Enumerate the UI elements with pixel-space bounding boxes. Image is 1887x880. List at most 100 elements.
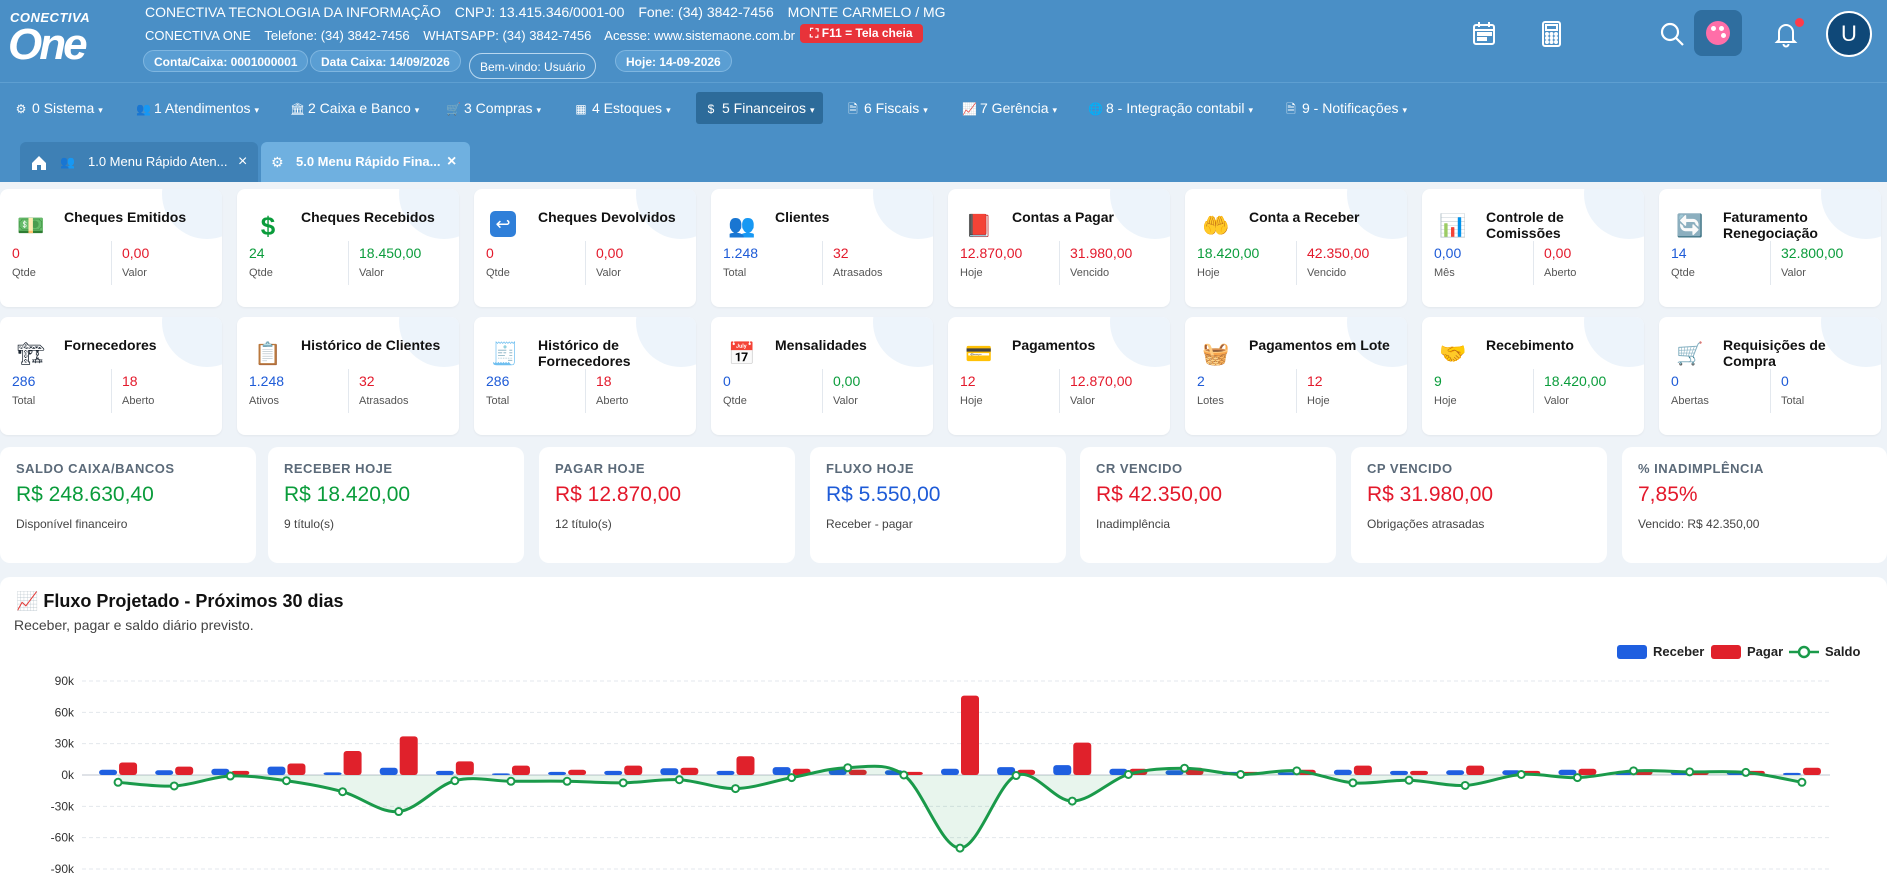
cash-icon: 💵 (17, 213, 45, 238)
company-logo[interactable]: CONECTIVA One (8, 6, 108, 69)
card-divider (111, 369, 112, 413)
card-cheques-emitidos[interactable]: 💵 Cheques Emitidos 0 0,00 Qtde Valor (0, 189, 222, 307)
top-header: CONECTIVA One CONECTIVA TECNOLOGIA DA IN… (0, 0, 1887, 82)
menu-fiscais[interactable]: 🗎 6 Fiscais ▾ (838, 92, 936, 124)
card-faturamento-renegociacao[interactable]: 🔄 Faturamento Renegociação 14 32.800,00 Qtde… (1659, 189, 1881, 307)
menu-gerencia[interactable]: 📈 7 Gerência ▾ (954, 92, 1065, 124)
menu-caixa-banco[interactable]: 🏛 2 Caixa e Banco ▾ (282, 92, 427, 124)
users-icon: 👥 (728, 213, 756, 238)
card-label-secondary: Valor (1544, 395, 1569, 407)
dollar-icon: $ (260, 211, 276, 241)
fullscreen-button[interactable]: ⛶ F11 = Tela cheia (800, 24, 923, 43)
bar-pagar (1802, 767, 1821, 775)
kpi-subtitle: Vencido: R$ 42.350,00 (1638, 517, 1760, 531)
bar-receber (267, 766, 286, 775)
kpi-value: R$ 18.420,00 (284, 483, 411, 506)
bar-pagar (961, 695, 979, 775)
card-label-secondary: Vencido (1070, 267, 1110, 279)
card-pagamentos[interactable]: 💳 Pagamentos 12 12.870,00 Hoje Valor (948, 317, 1170, 435)
cart-icon: 🛒 (1676, 341, 1704, 366)
kpi-title: RECEBER HOJE (284, 461, 393, 474)
menu-estoques[interactable]: ▦ 4 Estoques ▾ (566, 92, 679, 124)
tab-strip: 👥 1.0 Menu Rápido Aten... × ⚙ 5.0 Menu R… (0, 132, 1887, 182)
card-recebimento[interactable]: 🤝 Recebimento 9 18.420,00 Hoje Valor (1422, 317, 1644, 435)
card-title: Contas a Pagar (1012, 209, 1114, 225)
card-controle-de-comissoes[interactable]: 📊 Controle de Comissões 0,00 0,00 Mês Aberto (1422, 189, 1644, 307)
users-icon: 👥 (60, 155, 75, 169)
saldo-point (394, 807, 404, 817)
bar-receber (548, 771, 567, 775)
gear-icon: ⚙ (15, 102, 27, 116)
card-conta-a-receber[interactable]: 🤲 Conta a Receber 18.420,00 42.350,00 Hoje Ve… (1185, 189, 1407, 307)
y-tick-label: -90k (51, 862, 75, 876)
menu-sistema[interactable]: ⚙ 0 Sistema ▾ (6, 92, 111, 124)
saldo-point (1404, 775, 1414, 785)
card-mensalidades[interactable]: 📅 Mensalidades 0 0,00 Qtde Valor (711, 317, 933, 435)
bar-pagar (848, 769, 867, 775)
bar-pagar (1578, 768, 1597, 775)
saldo-point (730, 784, 740, 794)
card-title: Pagamentos (1012, 337, 1096, 353)
gear-icon: ⚙ (271, 154, 284, 170)
menu-label: 4 Estoques (592, 100, 663, 116)
tab-menu-atendimentos[interactable]: 👥 1.0 Menu Rápido Aten... × (20, 142, 258, 182)
calculator-icon[interactable] (1535, 18, 1567, 50)
data-caixa-badge: Data Caixa: 14/09/2026 (310, 50, 461, 72)
logo-top-text: CONECTIVA (10, 10, 91, 25)
card-title: Controle de Comissões (1486, 209, 1564, 241)
contact-site[interactable]: Acesse: www.sistemaone.com.br (604, 28, 796, 43)
bell-icon[interactable] (1770, 18, 1802, 50)
card-value-secondary: 0 (1781, 373, 1789, 389)
saldo-point (338, 787, 348, 797)
card-label-secondary: Aberto (1544, 267, 1577, 279)
legend-label: Receber (1653, 644, 1705, 659)
bar-receber (99, 769, 118, 775)
theme-palette-button[interactable] (1694, 10, 1742, 56)
chevron-down-icon: ▾ (1248, 105, 1254, 115)
card-cheques-recebidos[interactable]: $ Cheques Recebidos 24 18.450,00 Qtde Valor (237, 189, 459, 307)
card-contas-a-pagar[interactable]: 📕 Contas a Pagar 12.870,00 31.980,00 Hoje Ven… (948, 189, 1170, 307)
menu-atendimentos[interactable]: 👥 1 Atendimentos ▾ (128, 92, 267, 124)
card-title: Cheques Recebidos (301, 209, 435, 225)
home-icon[interactable] (30, 142, 48, 198)
card-divider (348, 369, 349, 413)
close-icon[interactable]: × (447, 153, 457, 170)
user-avatar[interactable]: U (1826, 11, 1872, 57)
bar-pagar (904, 771, 923, 775)
menu-integracao-contabil[interactable]: 🌐 8 - Integração contabil ▾ (1080, 92, 1261, 124)
card-historico-de-fornecedores[interactable]: 🧾 Histórico de Fornecedores 286 18 Total Aber… (474, 317, 696, 435)
welcome-badge[interactable]: Bem-vindo: Usuário (469, 53, 597, 79)
tab-menu-financeiro[interactable]: ⚙ 5.0 Menu Rápido Fina... × (261, 142, 470, 182)
menu-label: 5 Financeiros (722, 100, 807, 116)
bar-pagar (231, 770, 250, 775)
menu-compras[interactable]: 🛒 3 Compras ▾ (438, 92, 549, 124)
card-historico-de-clientes[interactable]: 📋 Histórico de Clientes 1.248 32 Ativos Atras… (237, 317, 459, 435)
card-value-primary: 24 (249, 245, 265, 261)
card-value-secondary: 0,00 (1544, 245, 1572, 261)
palette-icon (1706, 21, 1730, 45)
menu-notificacoes[interactable]: 🗎 9 - Notificações ▾ (1276, 92, 1415, 124)
card-clientes[interactable]: 👥 Clientes 1.248 32 Total Atrasados (711, 189, 933, 307)
menu-financeiros[interactable]: $5 Financeiros ▾ (696, 92, 823, 124)
card-title: Pagamentos em Lote (1249, 337, 1390, 353)
card-fornecedores[interactable]: 🏗 Fornecedores 286 18 Total Aberto (0, 317, 222, 435)
saldo-point (618, 778, 628, 788)
card-value-secondary: 18.450,00 (359, 245, 422, 261)
bar-pagar (568, 769, 587, 775)
menu-label: 9 - Notificações (1302, 100, 1399, 116)
notification-dot (1795, 18, 1804, 27)
calendar-icon: 📅 (728, 341, 756, 366)
kpi-subtitle: 9 título(s) (284, 517, 335, 531)
card-requisicoes-de-compra[interactable]: 🛒 Requisições de Compra 0 0 Abertas Total (1659, 317, 1881, 435)
bar-pagar (1073, 742, 1092, 775)
card-pagamentos-em-lote[interactable]: 🧺 Pagamentos em Lote 2 12 Lotes Hoje (1185, 317, 1407, 435)
search-icon[interactable] (1656, 18, 1688, 50)
calendar-icon[interactable] (1468, 18, 1500, 50)
bar-pagar (343, 750, 362, 775)
close-icon[interactable]: × (238, 153, 248, 170)
card-cheques-devolvidos[interactable]: ↩ Cheques Devolvidos 0 0,00 Qtde Valor (474, 189, 696, 307)
card-label-primary: Hoje (1197, 267, 1220, 279)
card-divider (1770, 241, 1771, 285)
card-value-secondary: 12.870,00 (1070, 373, 1133, 389)
chart-subtitle: Receber, pagar e saldo diário previsto. (14, 617, 254, 633)
